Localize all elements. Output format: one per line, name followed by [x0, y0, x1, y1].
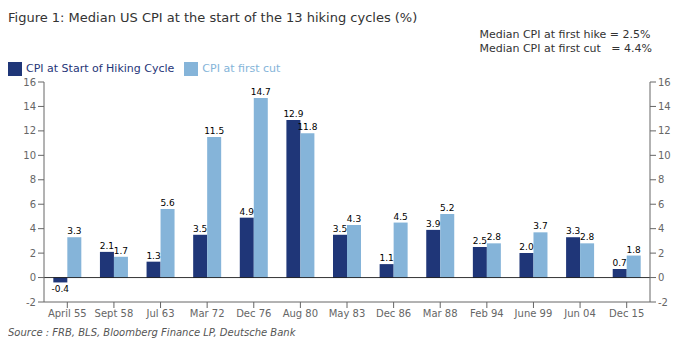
svg-text:3.7: 3.7 [533, 221, 547, 231]
svg-text:2.5: 2.5 [473, 236, 487, 246]
svg-text:10: 10 [23, 150, 36, 161]
svg-text:-0.4: -0.4 [52, 284, 70, 294]
svg-text:Mar 72: Mar 72 [190, 308, 225, 319]
html-text:CPI at first cut: CPI at first cut [202, 62, 281, 75]
svg-text:0.7: 0.7 [613, 258, 627, 268]
svg-text:4.3: 4.3 [347, 214, 361, 224]
svg-text:5.2: 5.2 [440, 203, 454, 213]
svg-text:2: 2 [30, 248, 36, 259]
svg-text:April 55: April 55 [48, 308, 87, 319]
svg-text:4.5: 4.5 [393, 212, 407, 222]
svg-text:12.9: 12.9 [283, 109, 303, 119]
svg-text:10: 10 [658, 150, 671, 161]
svg-text:2.8: 2.8 [580, 232, 595, 242]
svg-text:-2: -2 [26, 297, 36, 308]
html-text:Median CPI at first cut = 4.4%: Median CPI at first cut = 4.4% [479, 42, 652, 55]
svg-text:3.3: 3.3 [67, 226, 81, 236]
svg-text:2.8: 2.8 [487, 232, 502, 242]
svg-text:12: 12 [658, 125, 671, 136]
svg-text:4.9: 4.9 [240, 207, 255, 217]
svg-text:Sept 58: Sept 58 [95, 308, 134, 319]
svg-text:14.7: 14.7 [251, 87, 271, 97]
svg-text:16: 16 [23, 77, 36, 88]
svg-text:3.9: 3.9 [426, 219, 441, 229]
html-text:CPI at Start of Hiking Cycle: CPI at Start of Hiking Cycle [26, 62, 175, 75]
svg-text:Jun 04: Jun 04 [563, 308, 596, 319]
html-text:Figure 1: Median US CPI at the: Figure 1: Median US CPI at the start of … [8, 10, 418, 25]
svg-text:4: 4 [658, 223, 664, 234]
svg-text:Dec 15: Dec 15 [609, 308, 644, 319]
svg-text:1.3: 1.3 [146, 251, 160, 261]
svg-text:12: 12 [23, 125, 36, 136]
svg-text:3.5: 3.5 [193, 224, 207, 234]
svg-text:May 83: May 83 [329, 308, 366, 319]
svg-text:Jul 63: Jul 63 [146, 308, 175, 319]
svg-text:1.8: 1.8 [627, 245, 642, 255]
svg-text:4: 4 [30, 223, 36, 234]
svg-text:0: 0 [30, 272, 36, 283]
svg-text:8: 8 [30, 174, 36, 185]
svg-text:1.7: 1.7 [114, 246, 128, 256]
html-text:Median CPI at first hike = 2.5: Median CPI at first hike = 2.5% [479, 28, 651, 41]
svg-text:11.5: 11.5 [204, 126, 224, 136]
svg-text:14: 14 [23, 101, 36, 112]
svg-text:3.3: 3.3 [566, 226, 580, 236]
svg-text:11.8: 11.8 [297, 122, 317, 132]
svg-text:Dec 86: Dec 86 [376, 308, 411, 319]
svg-text:2.1: 2.1 [100, 241, 114, 251]
svg-text:8: 8 [658, 174, 664, 185]
svg-text:Aug 80: Aug 80 [283, 308, 318, 319]
svg-text:0: 0 [658, 272, 664, 283]
svg-text:June 99: June 99 [514, 308, 553, 319]
svg-text:1.1: 1.1 [379, 253, 393, 263]
svg-text:Feb 94: Feb 94 [470, 308, 504, 319]
html-text:Source : FRB, BLS, Bloomberg F: Source : FRB, BLS, Bloomberg Finance LP,… [8, 327, 296, 338]
svg-text:14: 14 [658, 101, 671, 112]
svg-text:2: 2 [658, 248, 664, 259]
svg-text:16: 16 [658, 77, 671, 88]
svg-text:Mar 88: Mar 88 [423, 308, 458, 319]
svg-text:5.6: 5.6 [160, 198, 175, 208]
svg-text:Dec 76: Dec 76 [236, 308, 271, 319]
svg-text:6: 6 [658, 199, 664, 210]
svg-text:2.0: 2.0 [519, 242, 534, 252]
svg-text:3.5: 3.5 [333, 224, 347, 234]
svg-text:-2: -2 [658, 297, 668, 308]
svg-text:6: 6 [30, 199, 36, 210]
